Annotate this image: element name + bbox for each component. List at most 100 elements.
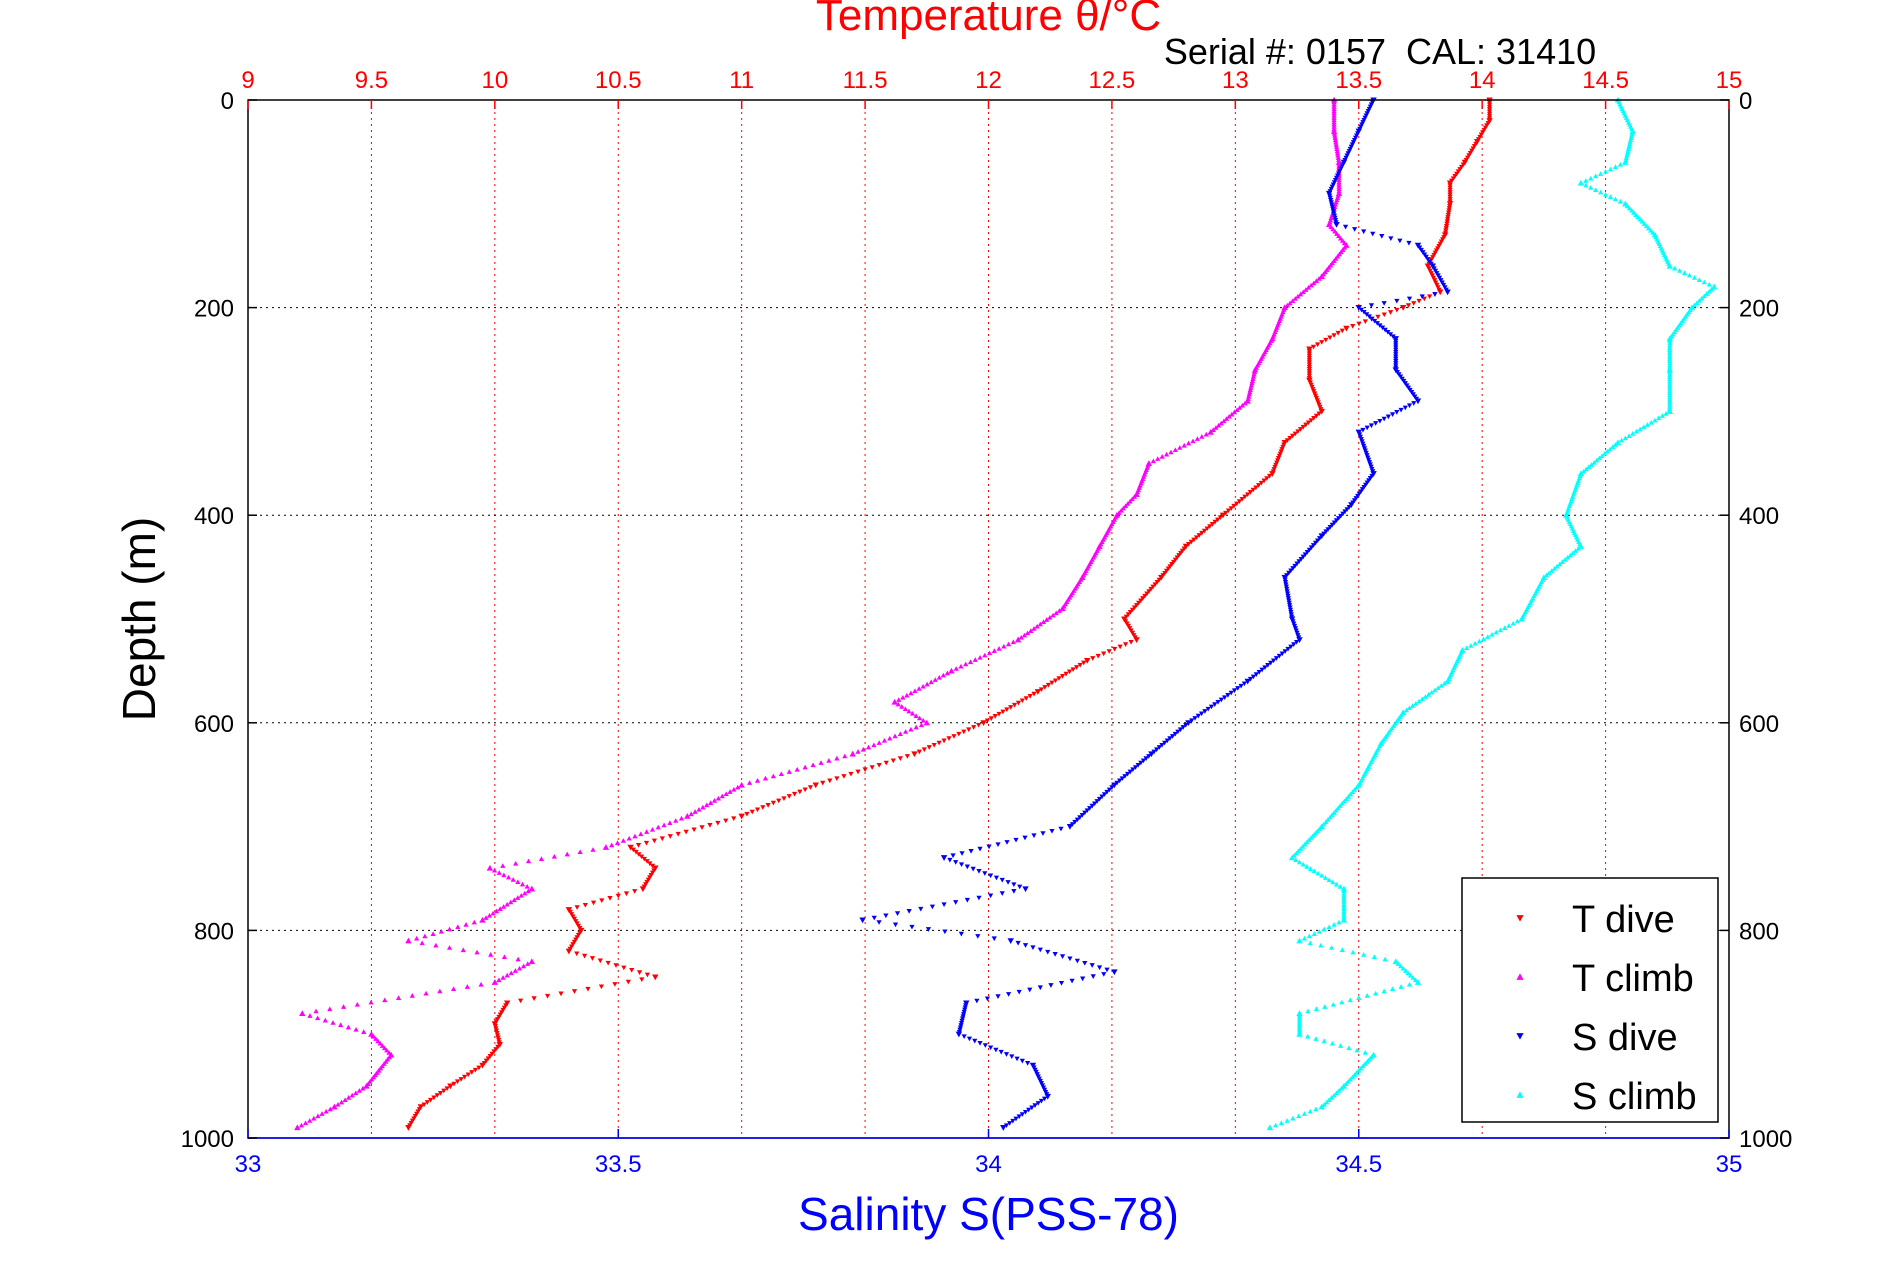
data-point [651,838,657,844]
data-point [1204,526,1210,532]
data-point [1208,704,1215,710]
data-point [1588,462,1595,467]
data-point [298,1122,305,1128]
data-point [428,1097,434,1103]
data-point [1150,458,1156,464]
data-point [958,931,964,937]
data-point [1691,275,1698,280]
data-point [1125,501,1131,506]
data-point [925,927,932,932]
data-point [1696,277,1702,282]
data-point [1575,545,1581,551]
data-point [1241,681,1247,687]
data-point [1379,234,1385,239]
data-point [1701,279,1707,285]
data-point [476,1065,482,1071]
data-point [1333,1090,1340,1096]
data-point [516,965,523,971]
data-point [513,860,519,866]
data-point [644,829,650,834]
data-point [1025,630,1031,636]
data-point [707,823,713,828]
data-point [1059,954,1066,959]
data-point [419,940,425,946]
data-point [786,769,792,774]
data-point [849,750,856,757]
data-point [859,917,866,924]
data-point [434,1093,440,1098]
data-point [1435,273,1441,279]
data-point [605,960,611,966]
data-point [1335,153,1341,158]
data-point [423,990,429,996]
data-point [1300,844,1306,849]
data-point [765,803,771,808]
data-point [900,694,906,700]
data-point [887,735,893,741]
data-point [982,871,988,876]
data-point [1014,636,1022,643]
data-point [382,997,388,1003]
data-point [1231,409,1238,415]
data-point [812,782,819,789]
data-point [908,690,914,696]
data-point [917,715,923,721]
data-point [599,898,605,904]
data-point [613,963,619,968]
data-point [1000,1125,1007,1131]
data-point [558,991,564,997]
data-point [1648,419,1654,425]
data-point [1019,1112,1025,1117]
data-point [1247,389,1253,395]
data-point [1342,224,1349,230]
data-point [926,745,932,750]
data-point [597,958,603,964]
data-point [515,956,521,962]
data-point [1315,870,1321,876]
data-point [447,1083,454,1090]
data-point [1250,373,1257,379]
data-point [906,909,912,914]
data-point [940,855,948,861]
data-point [1209,522,1216,527]
data-point [909,710,916,716]
data-point [936,674,942,680]
data-point [565,948,573,955]
data-point [315,1015,321,1021]
data-point [421,1102,427,1108]
data-point [942,929,948,935]
data-point [525,961,531,966]
data-point [1215,699,1221,705]
data-point [1266,1124,1274,1131]
data-point [1630,431,1636,436]
data-point [1612,164,1619,169]
depth-tick-label: 800 [194,918,234,945]
data-point [450,986,457,992]
data-point [1591,459,1597,465]
data-point [1191,537,1197,543]
data-point [1362,319,1368,325]
data-point [947,857,953,863]
data-point [340,1004,347,1009]
data-point [371,1033,377,1039]
data-point [515,895,521,900]
data-point [1612,196,1619,202]
data-point [1464,645,1470,650]
data-point [1635,214,1641,220]
data-point [1637,216,1643,222]
legend-label: S climb [1572,1076,1697,1118]
data-point [1199,434,1205,439]
data-point [1035,1101,1041,1106]
data-point [1239,402,1245,408]
data-point [1583,182,1589,188]
data-point [1580,468,1587,474]
data-point [1052,678,1059,684]
data-point [488,952,494,957]
data-point [1696,298,1702,303]
data-point [897,756,903,761]
data-point [501,872,507,878]
data-point [1056,608,1062,613]
data-point [1352,227,1358,232]
data-point [1623,155,1629,160]
data-point [699,825,705,830]
